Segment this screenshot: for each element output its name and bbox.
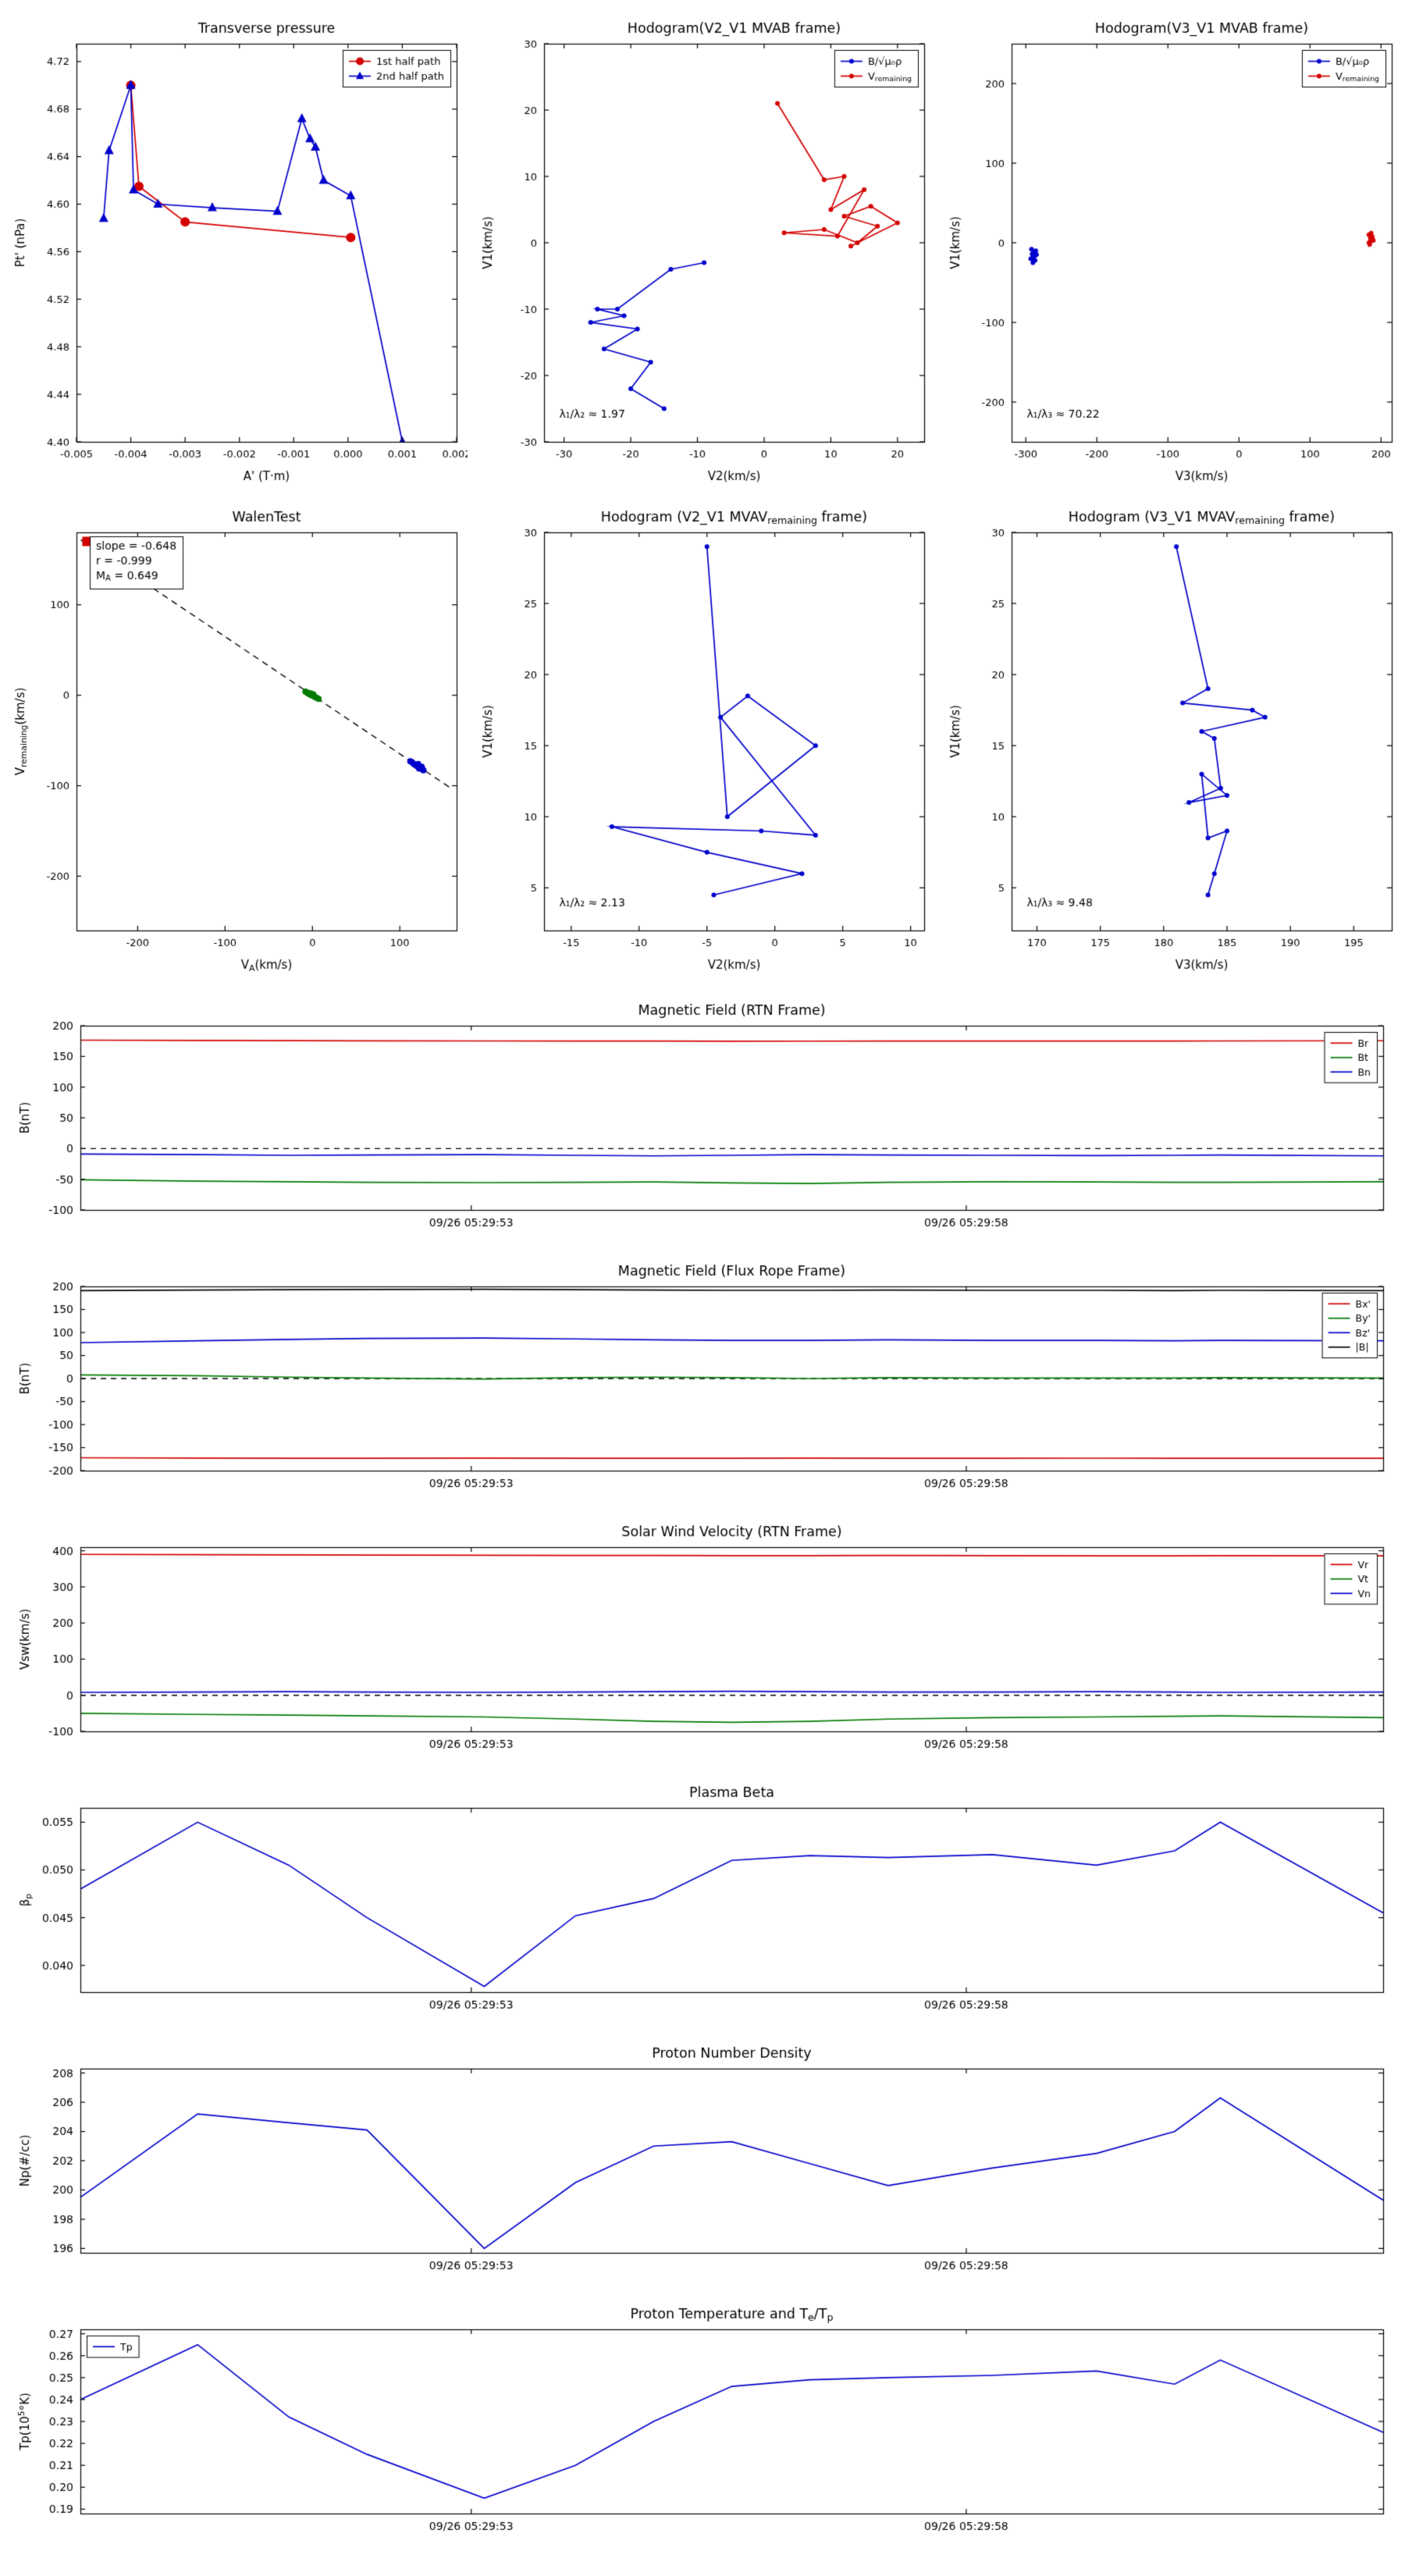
hodogram-v3v1-mvab-chart bbox=[940, 8, 1403, 492]
magnetic-field-rtn-chart bbox=[6, 994, 1397, 1236]
plasma-beta-chart bbox=[6, 1777, 1397, 2019]
hodogram-v2v1-mvab-chart bbox=[472, 8, 935, 492]
row-second-panels bbox=[0, 496, 1405, 980]
row-top-panels bbox=[0, 8, 1405, 492]
solar-wind-velocity-chart bbox=[6, 1516, 1397, 1758]
hodogram-v2v1-mvav-chart bbox=[472, 496, 935, 980]
proton-temperature-chart bbox=[6, 2298, 1397, 2540]
transverse-pressure-chart bbox=[5, 8, 468, 492]
magnetic-field-fluxrope-chart bbox=[6, 1255, 1397, 1497]
proton-number-density-chart bbox=[6, 2037, 1397, 2279]
walen-test-chart bbox=[5, 496, 468, 980]
hodogram-v3v1-mvav-chart bbox=[940, 496, 1403, 980]
